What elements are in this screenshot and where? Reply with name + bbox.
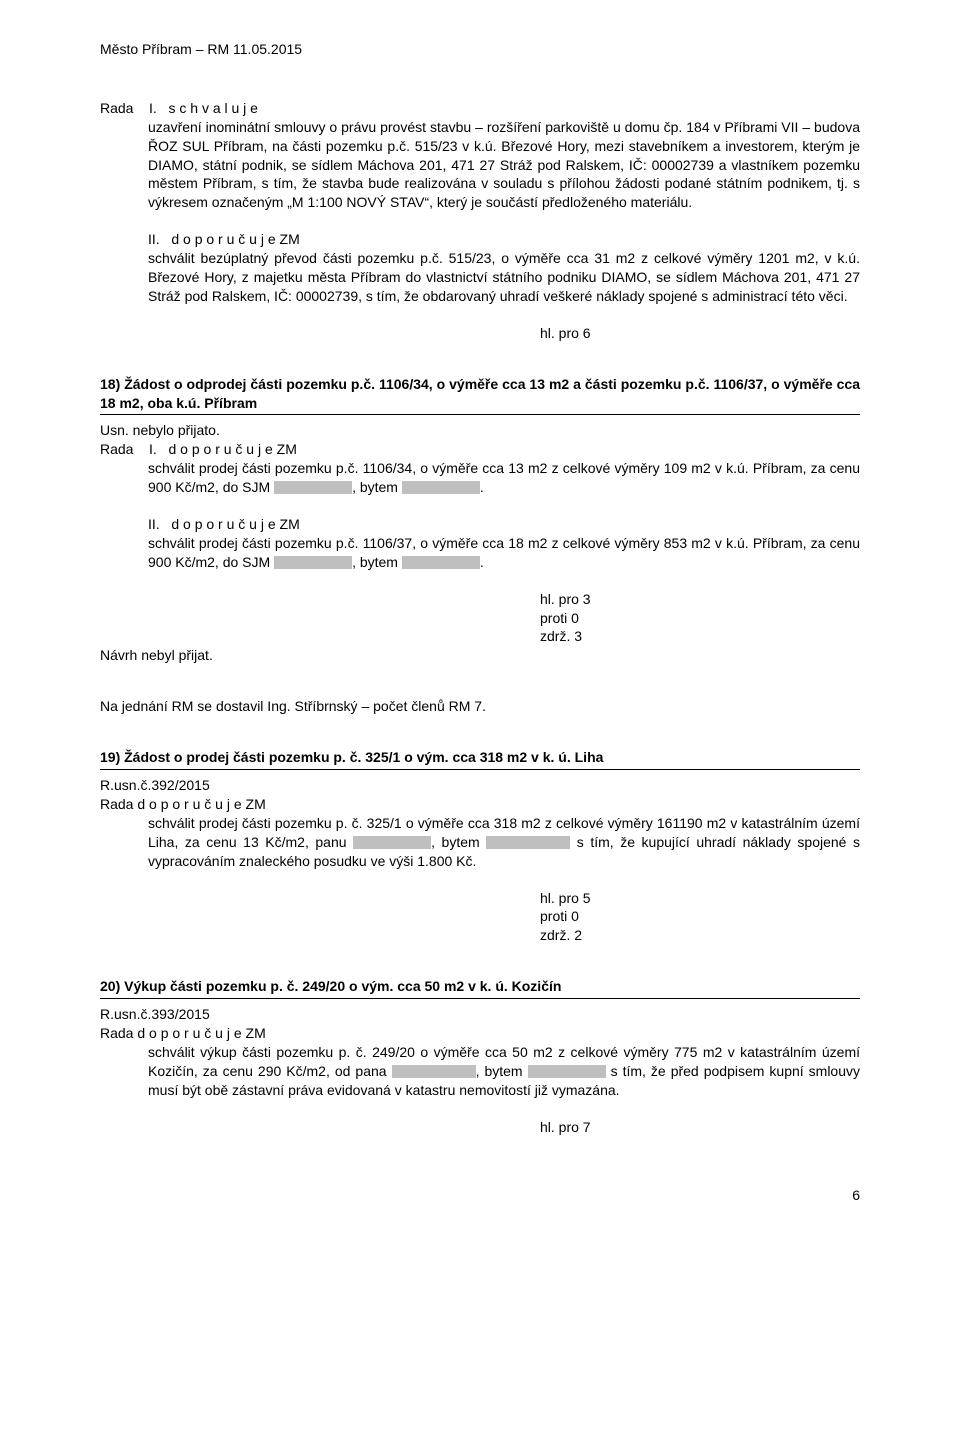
page-number: 6 [100, 1186, 860, 1205]
rada-line-2: II. d o p o r u č u j e ZM [100, 230, 860, 249]
para-18-2: schválit prodej části pozemku p.č. 1106/… [100, 534, 860, 572]
verb: d o p o r u č u j e ZM [168, 441, 296, 457]
para-20: schválit výkup části pozemku p. č. 249/2… [100, 1043, 860, 1100]
rada-prefix: Rada [100, 441, 133, 457]
para-1: uzavření inominátní smlouvy o právu prov… [100, 118, 860, 212]
redacted-addr [402, 556, 480, 569]
section-20: 20) Výkup části pozemku p. č. 249/20 o v… [100, 977, 860, 1136]
section-18-title: 18) Žádost o odprodej části pozemku p.č.… [100, 375, 860, 413]
vote-zdrz: zdrž. 3 [540, 627, 860, 646]
vote-pro: hl. pro 7 [540, 1118, 860, 1137]
section-intro: Rada I. s c h v a l u j e uzavření inomi… [100, 99, 860, 343]
vote-proti: proti 0 [540, 609, 860, 628]
rada-18-1: Rada I. d o p o r u č u j e ZM [100, 440, 860, 459]
roman-1: I. [149, 100, 157, 116]
text-c: . [480, 479, 484, 495]
roman-2: II. [148, 231, 160, 247]
text-a: schválit prodej části pozemku p.č. 1106/… [148, 460, 860, 495]
vote-block-20: hl. pro 7 [540, 1118, 860, 1137]
vote-proti: proti 0 [540, 907, 860, 926]
vote-pro: hl. pro 3 [540, 590, 860, 609]
divider [100, 998, 860, 999]
rada-18-2: II. d o p o r u č u j e ZM [100, 515, 860, 534]
para-18-1: schválit prodej části pozemku p.č. 1106/… [100, 459, 860, 497]
usn-20: R.usn.č.393/2015 [100, 1005, 860, 1024]
usn-19: R.usn.č.392/2015 [100, 776, 860, 795]
para-19: schválit prodej části pozemku p. č. 325/… [100, 814, 860, 871]
rada-20: Rada d o p o r u č u j e ZM [100, 1024, 860, 1043]
navrh-note: Návrh nebyl přijat. [100, 646, 860, 665]
vote-block-19: hl. pro 5 proti 0 zdrž. 2 [540, 889, 860, 946]
vote-block-1: hl. pro 6 [540, 324, 860, 343]
redacted-name [392, 1065, 476, 1078]
redacted-addr [486, 836, 570, 849]
section-19: 19) Žádost o prodej části pozemku p. č. … [100, 748, 860, 945]
vote-block-18: hl. pro 3 proti 0 zdrž. 3 [540, 590, 860, 647]
usn-18: Usn. nebylo přijato. [100, 421, 860, 440]
redacted-name [353, 836, 431, 849]
text-c: . [480, 554, 484, 570]
verb-2: d o p o r u č u j e ZM [171, 231, 299, 247]
divider [100, 414, 860, 415]
redacted-addr [402, 481, 480, 494]
redacted-addr [528, 1065, 606, 1078]
text-a: schválit prodej části pozemku p.č. 1106/… [148, 535, 860, 570]
text-b: , bytem [431, 834, 486, 850]
verb: d o p o r u č u j e ZM [171, 516, 299, 532]
text-b: , bytem [352, 479, 402, 495]
text-b: , bytem [476, 1063, 528, 1079]
page: Město Příbram – RM 11.05.2015 Rada I. s … [50, 0, 910, 1235]
redacted-name [274, 556, 352, 569]
para-2: schválit bezúplatný převod části pozemku… [100, 249, 860, 306]
rada-19: Rada d o p o r u č u j e ZM [100, 795, 860, 814]
roman-2: II. [148, 516, 160, 532]
vote-pro: hl. pro 6 [540, 324, 860, 343]
vote-pro: hl. pro 5 [540, 889, 860, 908]
redacted-name [274, 481, 352, 494]
divider [100, 769, 860, 770]
rada-line-1: Rada I. s c h v a l u j e [100, 99, 860, 118]
verb-1: s c h v a l u j e [168, 100, 257, 116]
vote-zdrz: zdrž. 2 [540, 926, 860, 945]
rada-prefix: Rada [100, 100, 133, 116]
roman-1: I. [149, 441, 157, 457]
doc-header: Město Příbram – RM 11.05.2015 [100, 40, 860, 59]
section-19-title: 19) Žádost o prodej části pozemku p. č. … [100, 748, 860, 767]
text-b: , bytem [352, 554, 402, 570]
meeting-note: Na jednání RM se dostavil Ing. Stříbrnsk… [100, 697, 860, 716]
section-20-title: 20) Výkup části pozemku p. č. 249/20 o v… [100, 977, 860, 996]
section-18: 18) Žádost o odprodej části pozemku p.č.… [100, 375, 860, 666]
